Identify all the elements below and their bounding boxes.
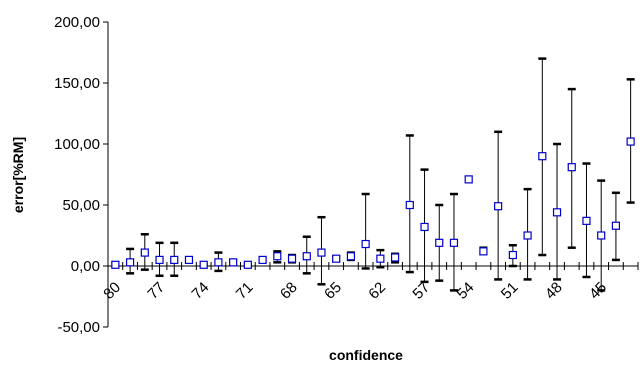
data-point xyxy=(302,252,311,261)
data-point xyxy=(287,254,297,263)
data-point xyxy=(125,258,135,267)
data-point xyxy=(567,163,576,172)
x-axis-title: confidence xyxy=(329,347,403,363)
data-point xyxy=(140,248,149,257)
y-tick-label: -50,00 xyxy=(57,319,100,336)
data-point xyxy=(464,175,473,184)
data-point xyxy=(376,254,385,263)
y-axis-title: error[%RM] xyxy=(10,137,26,213)
y-tick-label: 50,00 xyxy=(62,197,100,214)
data-point xyxy=(449,238,459,247)
data-point xyxy=(258,255,267,264)
data-point xyxy=(361,239,370,249)
y-tick-label: 150,00 xyxy=(54,75,100,92)
error-bar xyxy=(361,192,370,270)
data-point xyxy=(273,252,282,261)
data-point xyxy=(597,231,606,240)
plot-area xyxy=(108,22,638,327)
data-points xyxy=(111,137,635,269)
y-tick-label: 200,00 xyxy=(54,14,100,31)
data-point xyxy=(332,254,341,263)
data-point xyxy=(405,200,414,210)
data-point xyxy=(184,255,194,264)
data-point xyxy=(346,252,356,261)
data-point xyxy=(390,253,400,262)
data-point xyxy=(552,208,562,217)
data-point xyxy=(479,247,488,256)
data-point xyxy=(229,258,238,267)
data-point xyxy=(111,260,120,269)
data-point xyxy=(199,260,208,269)
data-point xyxy=(435,238,444,247)
data-point xyxy=(243,260,252,269)
data-point xyxy=(214,258,223,267)
data-point xyxy=(611,221,621,230)
y-tick-label: 0,00 xyxy=(71,258,100,275)
data-point xyxy=(170,255,179,264)
data-point xyxy=(626,137,635,146)
data-point xyxy=(538,152,547,161)
data-point xyxy=(582,216,591,225)
data-point xyxy=(508,250,517,260)
data-point xyxy=(420,222,429,232)
y-axis: -50,00 0,00 50,00 100,00 150,00 200,00 xyxy=(54,14,109,336)
data-point xyxy=(317,248,326,257)
data-point xyxy=(494,202,503,211)
data-point xyxy=(155,255,164,264)
y-tick-label: 100,00 xyxy=(54,136,100,153)
data-point xyxy=(523,231,532,240)
